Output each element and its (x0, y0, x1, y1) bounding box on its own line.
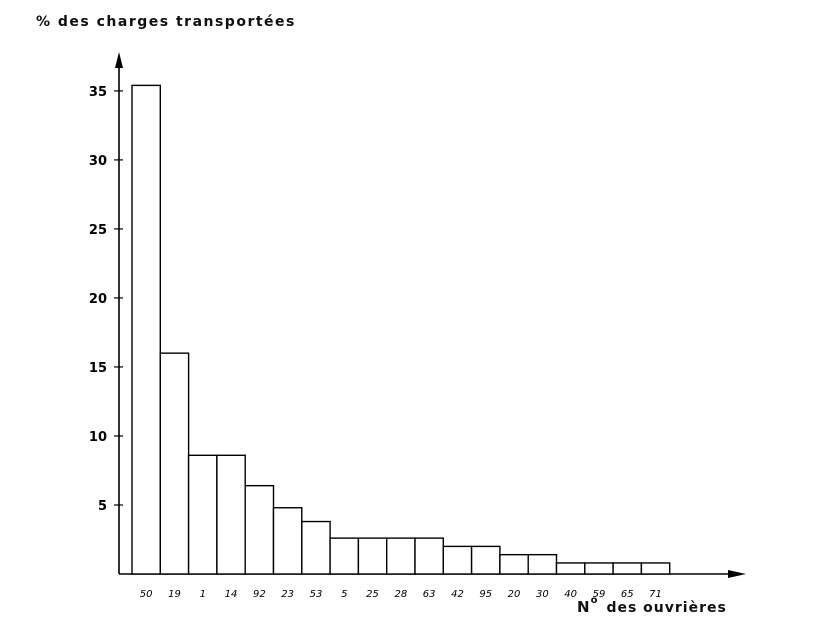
y-tick-label: 25 (89, 223, 107, 238)
bar (216, 454, 246, 575)
bar (442, 545, 473, 575)
bar (244, 484, 275, 575)
bar (272, 507, 303, 575)
x-tick-label: 65 (621, 589, 634, 600)
bar (357, 537, 388, 575)
x-axis-label-sup: o (590, 595, 599, 607)
x-tick-label: 92 (253, 589, 266, 600)
x-tick-label: 59 (593, 589, 606, 600)
x-tick-label: 30 (536, 589, 549, 600)
x-tick-label: 28 (394, 589, 407, 600)
y-axis-label: % des charges transportées (36, 14, 296, 30)
x-tick-label: 95 (479, 589, 492, 600)
y-tick-label: 15 (89, 361, 107, 376)
bar (301, 520, 331, 575)
bar (386, 537, 416, 575)
x-tick-label: 50 (140, 589, 153, 600)
x-tick-label: 20 (508, 589, 521, 600)
bar (187, 454, 218, 575)
x-tick-label: 23 (281, 589, 294, 600)
bar (131, 84, 161, 575)
x-tick-label: 40 (564, 589, 577, 600)
bar (414, 537, 444, 575)
x-axis-label-prefix: N (577, 598, 591, 616)
y-tick-label: 35 (89, 85, 107, 100)
x-tick-label: 25 (366, 589, 379, 600)
x-tick-label: 71 (649, 589, 662, 600)
bar (555, 562, 586, 575)
x-tick-label: 14 (225, 589, 238, 600)
x-axis-arrow (728, 570, 746, 578)
bar (612, 562, 643, 575)
bar (499, 553, 529, 575)
y-tick-label: 5 (98, 499, 107, 514)
bar (329, 537, 360, 575)
y-axis-arrow (115, 52, 123, 68)
y-ticks: 5 10 15 20 25 30 35 (89, 85, 123, 514)
y-tick-label: 10 (89, 430, 107, 445)
bar (527, 553, 558, 575)
bar (159, 352, 190, 575)
x-axis-label: No des ouvrières (577, 595, 727, 616)
bar (584, 562, 614, 575)
x-tick-label: 53 (310, 589, 323, 600)
x-tick-label: 42 (451, 589, 464, 600)
y-tick-label: 20 (89, 292, 107, 307)
x-tick-label: 5 (341, 589, 347, 600)
x-axis-label-rest: des ouvrières (606, 600, 727, 616)
x-tick-label: 19 (168, 589, 181, 600)
x-ticks: 50 19 1 14 92 23 53 5 25 28 63 42 95 20 30 40 59 65 71 (140, 589, 662, 600)
bars (131, 84, 671, 575)
bar (470, 545, 501, 575)
x-tick-label: 1 (200, 589, 206, 600)
y-tick-label: 30 (89, 154, 107, 169)
x-tick-label: 63 (423, 589, 436, 600)
bar (640, 562, 671, 575)
